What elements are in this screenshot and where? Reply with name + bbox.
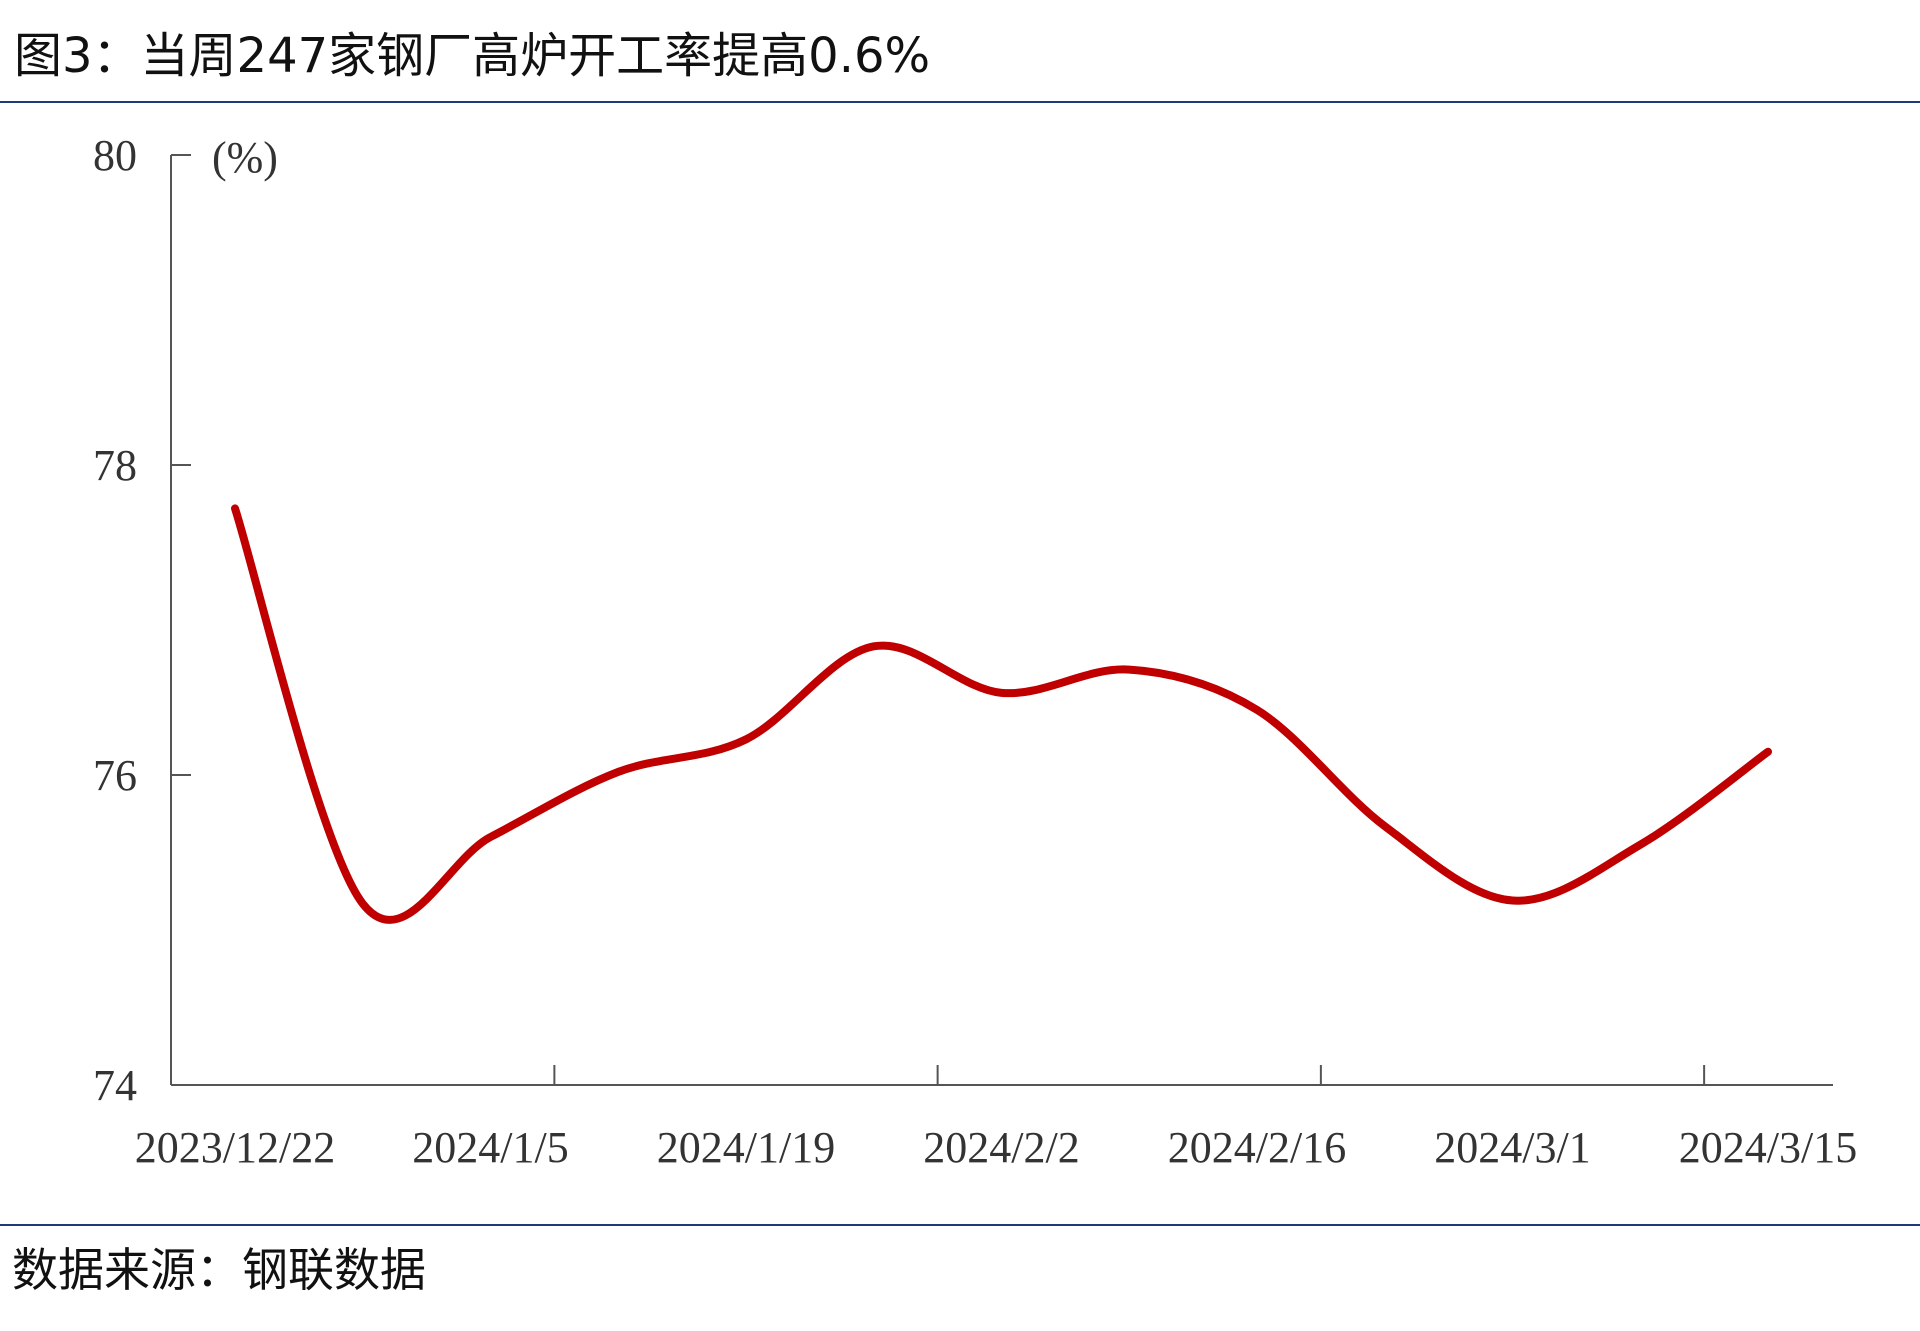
x-tick-label: 2023/12/22 — [135, 1123, 335, 1172]
x-tick-label: 2024/3/1 — [1434, 1123, 1590, 1172]
y-axis-label: (%) — [212, 133, 278, 182]
x-tick-label: 2024/3/15 — [1679, 1123, 1857, 1172]
data-line — [231, 504, 1772, 924]
y-tick-label: 76 — [93, 751, 137, 800]
y-tick-label: 80 — [93, 131, 137, 180]
x-tick-label: 2024/1/19 — [657, 1123, 835, 1172]
y-tick-label: 78 — [93, 441, 137, 490]
x-tick-label: 2024/2/2 — [923, 1123, 1079, 1172]
x-tick-label: 2024/2/16 — [1168, 1123, 1346, 1172]
y-tick-label: 74 — [93, 1061, 137, 1110]
source-note: 数据来源：钢联数据 — [12, 1243, 426, 1297]
chart-title: 图3：当周247家钢厂高炉开工率提高0.6% — [14, 28, 930, 84]
x-tick-label: 2024/1/5 — [412, 1123, 568, 1172]
